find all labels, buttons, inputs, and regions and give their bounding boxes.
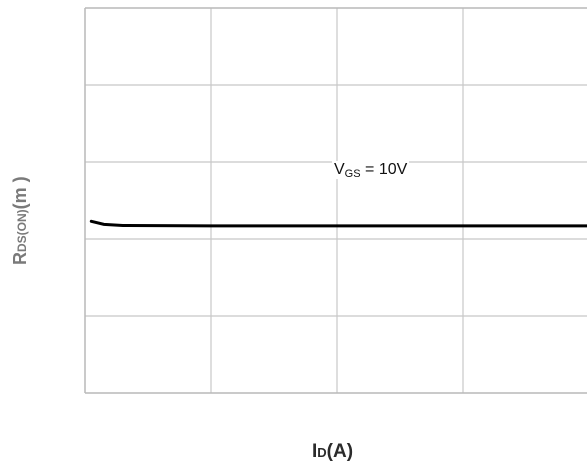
annotation-sub: GS xyxy=(344,168,361,180)
y-axis-label: RDS(ON)(m ) xyxy=(6,120,36,270)
series-annotation: VGS = 10V xyxy=(332,161,410,180)
x-axis-label-unit: (A) xyxy=(326,441,354,462)
grid xyxy=(84,7,587,394)
x-axis-label: ID(A) xyxy=(312,441,353,463)
y-axis-label-main: R xyxy=(10,252,30,265)
annotation-suffix: = 10V xyxy=(360,161,408,178)
x-axis-label-sub: D xyxy=(317,445,327,460)
x-axis-label-main: I xyxy=(312,441,318,462)
y-axis-label-unit: (m ) xyxy=(10,176,30,210)
series-line-vgs-10v xyxy=(89,219,587,228)
annotation-prefix: V xyxy=(334,161,345,178)
y-axis-label-sub: DS(ON) xyxy=(15,209,29,252)
